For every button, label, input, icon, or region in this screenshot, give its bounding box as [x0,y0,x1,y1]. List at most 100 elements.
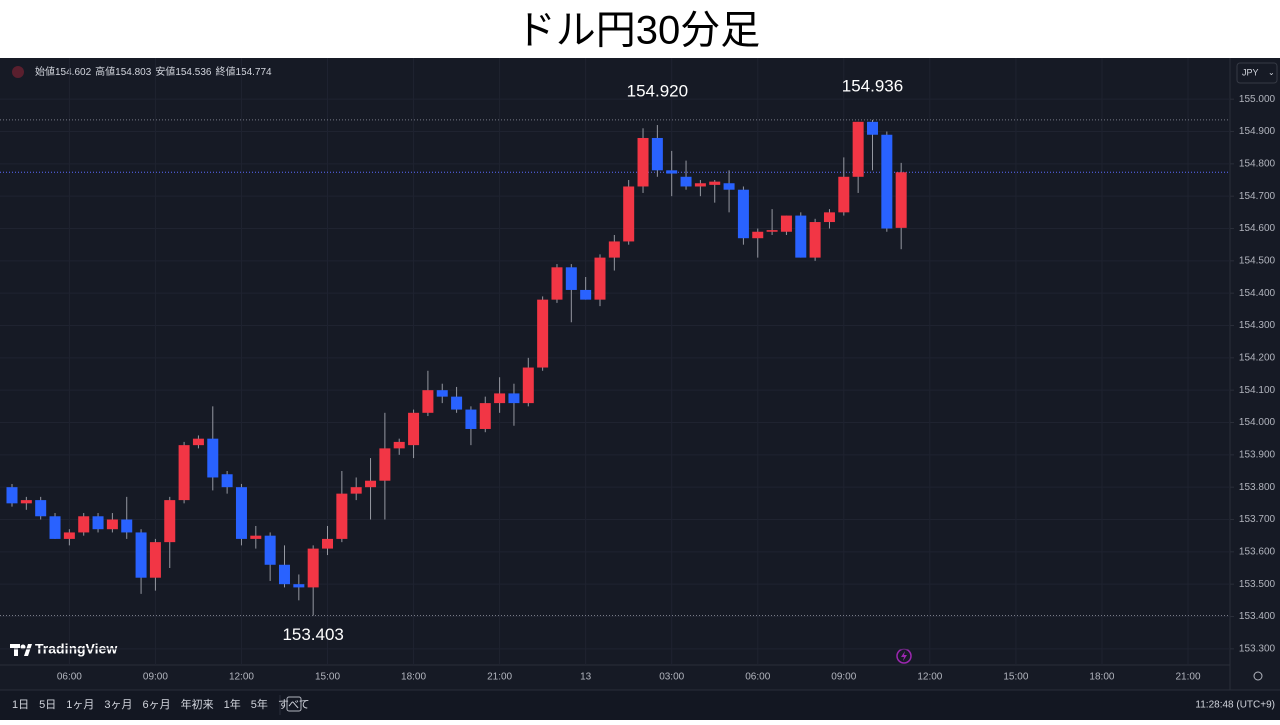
candle-body [307,548,319,588]
ohlc-name: 安値 [155,65,175,78]
x-tick-label: 06:00 [745,672,770,683]
y-tick-label: 154.800 [1239,158,1276,169]
ohlc-value: 154.774 [235,67,272,78]
candle-body [235,487,247,539]
y-tick-label: 154.300 [1239,320,1276,331]
candle-body [92,516,104,530]
y-tick-label: 153.400 [1239,611,1276,622]
y-tick-label: 154.100 [1239,385,1276,396]
logo-shape [20,644,26,650]
x-tick-label: 21:00 [1175,672,1200,683]
candle-body [422,390,434,413]
range-button[interactable]: 1年 [224,697,241,711]
range-button[interactable]: 6ヶ月 [143,699,171,711]
dropdown-arrow: ⌄ [1268,68,1275,77]
candle-body [221,474,233,488]
candle-body [408,412,420,446]
candle-body [6,487,18,504]
ohlc-value: 154.536 [175,67,212,78]
ohlc-header: 始値154.602 高値154.803 安値154.536 終値154.774 [35,65,272,78]
logo-shape [14,644,18,656]
currency-dropdown[interactable] [1236,62,1278,84]
candle-body [149,542,161,578]
ohlc-value: 154.803 [115,67,152,78]
candle-body [264,535,276,565]
candle-body [293,584,305,588]
range-button[interactable]: 5年 [251,697,268,711]
candle-body [436,390,448,397]
y-tick-label: 154.500 [1239,255,1276,266]
candle-body [594,257,606,300]
candle-body [737,189,749,239]
range-button[interactable]: 5日 [39,699,56,711]
candle-body [551,267,563,300]
y-tick-label: 153.600 [1239,546,1276,557]
date-range-icon[interactable] [286,696,302,712]
candle-body [465,409,477,429]
y-tick-label: 153.300 [1239,643,1276,654]
candle-body [608,241,620,258]
candle-body [178,445,190,501]
symbol-icon[interactable] [12,66,24,78]
y-tick-label: 154.000 [1239,417,1276,428]
candle-body [322,538,334,549]
y-tick-label: 153.800 [1239,482,1276,493]
candle-body [192,438,204,446]
candle-body [49,516,61,539]
candle-body [823,212,835,223]
chart-title: ドル円30分足 [516,9,761,53]
candle-body [121,519,133,533]
candle-body [780,215,792,232]
candle-body [20,500,32,504]
x-tick-label: 15:00 [315,672,340,683]
x-tick-label: 09:00 [143,672,168,683]
range-button[interactable]: すべて [278,698,310,711]
x-tick-label: 18:00 [401,672,426,683]
annotation-label: 153.403 [282,625,343,644]
candle-body [35,500,47,517]
y-tick-label: 154.900 [1239,126,1276,137]
range-button[interactable]: 1日 [12,699,29,711]
ohlc-name: 終値 [215,65,235,78]
candle-body [250,535,262,539]
annotation-label: 154.920 [627,82,688,101]
toolbar [0,690,1280,720]
y-tick-label: 153.700 [1239,514,1276,525]
candle-body [752,231,764,239]
candle-body [164,500,176,543]
candle-body [723,183,735,190]
candle-body [680,176,692,187]
candle-body [709,181,721,185]
y-tick-label: 153.900 [1239,449,1276,460]
range-button[interactable]: 3ヶ月 [104,699,132,711]
candle-body [565,267,577,290]
settings-icon[interactable] [1253,671,1263,681]
candle-body [694,183,706,187]
candle-body [278,564,290,585]
candle-body [637,137,649,187]
candle-body [207,438,219,478]
candle-body [766,230,778,232]
candle-body [350,487,362,494]
candle-body [106,519,118,530]
candle-body [78,516,90,533]
x-tick-label: 06:00 [57,672,82,683]
candle-body [508,393,520,404]
ohlc-name: 高値 [95,65,115,78]
x-tick-label: 03:00 [659,672,684,683]
range-button[interactable]: 年初来 [181,697,214,711]
candle-body [479,403,491,429]
candle-body [623,186,635,242]
x-tick-label: 12:00 [917,672,942,683]
candle-body [809,222,821,258]
range-button[interactable]: 1ヶ月 [66,699,94,711]
event-icon-bolt [901,651,907,661]
x-tick-label: 13 [580,672,592,683]
candle-body [135,532,147,578]
x-tick-label: 18:00 [1089,672,1114,683]
currency-label: JPY [1242,67,1259,77]
candle-body [838,176,850,213]
candle-body [666,170,678,174]
x-tick-label: 09:00 [831,672,856,683]
